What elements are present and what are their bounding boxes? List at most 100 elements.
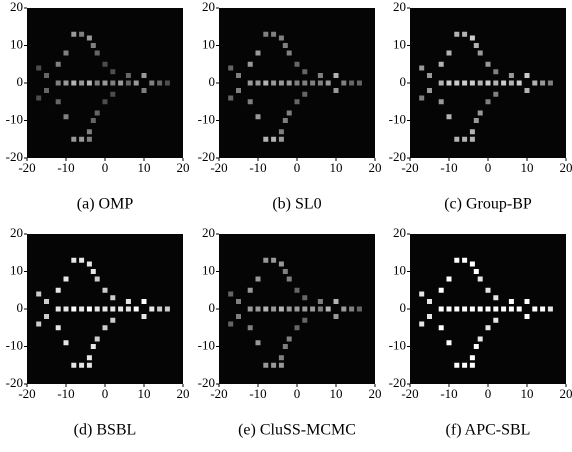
pixel	[473, 344, 479, 349]
pixel	[86, 306, 92, 312]
pixel	[493, 91, 499, 97]
pixel	[94, 336, 100, 342]
pixel	[278, 80, 284, 86]
pixel	[55, 287, 61, 293]
y-tick-label: -10	[389, 111, 406, 126]
pixel	[454, 136, 460, 142]
pixel	[302, 295, 308, 301]
pixel	[141, 88, 147, 93]
pixel	[86, 362, 92, 368]
pixel	[278, 355, 284, 361]
pixel	[125, 73, 131, 78]
pixel	[485, 287, 491, 293]
pixel	[477, 306, 483, 312]
pixel	[94, 306, 100, 312]
pixel	[236, 314, 241, 319]
pixel	[419, 321, 425, 327]
pixel	[477, 80, 483, 86]
y-tick-label: 10	[393, 36, 406, 51]
pixel	[263, 80, 269, 86]
pixel	[263, 31, 269, 37]
pixel	[446, 340, 452, 346]
pixel	[102, 99, 108, 105]
y-tick-label: -20	[389, 375, 406, 390]
pixel	[79, 306, 85, 312]
pixel	[271, 306, 277, 312]
x-tick-label: 0	[102, 160, 109, 175]
pixel	[477, 110, 483, 116]
x-tick-label: -20	[210, 160, 227, 175]
pixel	[255, 114, 261, 120]
pixel	[125, 299, 131, 304]
y-tick-label: 0	[209, 74, 216, 89]
pixel	[255, 80, 261, 86]
x-tick-label: 10	[521, 160, 534, 175]
pixel	[462, 306, 468, 312]
pixel	[501, 306, 507, 312]
pixel	[110, 317, 116, 323]
y-tick-label: 20	[10, 225, 23, 240]
pixel	[317, 80, 323, 86]
y-tick-label: -20	[198, 375, 215, 390]
pixel	[133, 80, 139, 86]
pixel	[333, 314, 339, 319]
pixel	[271, 136, 277, 142]
pixel	[493, 69, 499, 75]
pixel	[79, 136, 85, 142]
pixel	[271, 80, 277, 86]
pixel	[294, 287, 300, 293]
pixel	[438, 287, 444, 293]
caption: (b) SL0	[272, 196, 321, 213]
pixel	[79, 31, 85, 37]
pixel	[325, 306, 331, 312]
pixel	[310, 306, 316, 312]
pixel	[125, 80, 131, 86]
x-tick-label: 0	[294, 160, 301, 175]
pixel	[477, 276, 483, 282]
pixel	[446, 276, 452, 282]
pixel	[86, 136, 92, 142]
pixel	[125, 306, 131, 312]
pixel	[516, 80, 522, 86]
pixel	[294, 325, 300, 331]
y-tick-label: -20	[389, 149, 406, 164]
y-tick-label: 0	[400, 74, 407, 89]
y-tick-label: 0	[17, 74, 24, 89]
pixel	[86, 261, 92, 267]
pixel	[493, 306, 499, 312]
y-tick-label: -20	[6, 149, 23, 164]
y-tick-label: 10	[202, 262, 215, 277]
pixel	[271, 31, 277, 37]
pixel	[133, 306, 139, 312]
pixel	[278, 261, 284, 267]
pixel	[454, 80, 460, 86]
pixel	[419, 65, 425, 71]
pixel	[341, 80, 347, 86]
x-tick-label: -20	[18, 160, 35, 175]
pixel	[86, 129, 92, 135]
pixel	[532, 80, 538, 86]
pixel	[263, 257, 269, 263]
pixel	[356, 306, 362, 312]
y-tick-label: 20	[202, 0, 215, 14]
pixel	[462, 257, 468, 263]
pixel	[110, 80, 116, 86]
pixel	[469, 136, 475, 142]
pixel	[141, 73, 147, 78]
pixel	[102, 325, 108, 331]
y-tick-label: 20	[10, 0, 23, 14]
pixel	[286, 306, 292, 312]
pixel	[485, 61, 491, 67]
pixel	[271, 257, 277, 263]
pixel	[55, 80, 61, 86]
pixel	[427, 299, 432, 304]
pixel	[71, 257, 77, 263]
x-tick-label: 0	[485, 386, 492, 401]
x-tick-label: -10	[249, 386, 266, 401]
pixel	[79, 257, 85, 263]
pixel	[36, 65, 42, 71]
pixel	[236, 88, 241, 93]
pixel	[71, 362, 77, 368]
caption: (f) APC-SBL	[446, 422, 531, 439]
